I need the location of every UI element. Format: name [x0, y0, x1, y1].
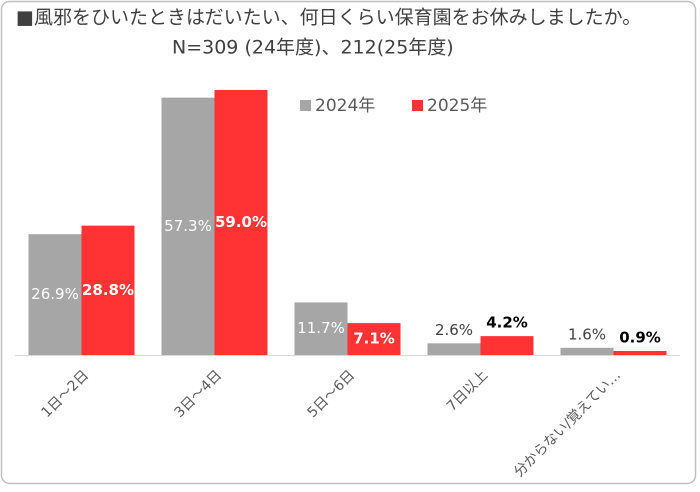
bar	[81, 225, 135, 355]
value-label: 59.0%	[215, 213, 267, 231]
value-label: 0.9%	[619, 328, 661, 346]
bar	[28, 234, 82, 355]
bar	[560, 347, 614, 355]
legend-swatch	[412, 100, 423, 111]
legend-swatch	[300, 100, 311, 111]
bar	[214, 90, 268, 355]
legend-label: 2024年	[315, 96, 375, 116]
bar	[161, 97, 215, 355]
value-label: 26.9%	[31, 285, 79, 303]
value-label: 28.8%	[82, 281, 134, 299]
bar	[613, 350, 667, 355]
value-label: 11.7%	[297, 319, 345, 337]
bar	[294, 302, 348, 355]
value-label: 57.3%	[164, 217, 212, 235]
value-label: 1.6%	[568, 325, 606, 343]
value-label: 2.6%	[435, 321, 473, 339]
value-label: 4.2%	[486, 314, 528, 332]
bar	[427, 343, 481, 355]
bar	[480, 336, 534, 355]
legend-label: 2025年	[427, 96, 487, 116]
chart-subtitle: N=309 (24年度)、212(25年度)	[172, 37, 454, 59]
chart-title: ■風邪をひいたときはだいたい、何日くらい保育園をお休みしましたか。	[16, 7, 641, 29]
bar	[347, 323, 401, 355]
value-label: 7.1%	[353, 330, 395, 348]
